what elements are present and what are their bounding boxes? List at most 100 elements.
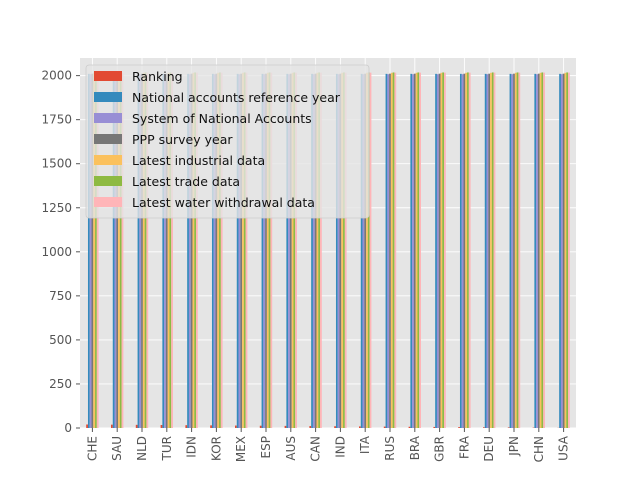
bar-system-of-national-accounts-idn	[188, 74, 191, 428]
bar-latest-industrial-data-fra	[465, 72, 468, 429]
bar-latest-water-withdrawal-data-tur	[171, 72, 173, 428]
bar-latest-industrial-data-gbr	[440, 72, 443, 429]
bar-national-accounts-reference-year-deu	[484, 73, 487, 428]
bar-latest-industrial-data-idn	[192, 72, 195, 429]
bar-ppp-survey-year-jpn	[513, 73, 515, 428]
bar-ranking-rus	[383, 426, 386, 428]
bar-latest-industrial-data-nld	[142, 72, 145, 429]
legend-label-system-of-national-accounts: System of National Accounts	[132, 111, 312, 126]
bar-latest-water-withdrawal-data-ita	[369, 72, 372, 428]
bar-national-accounts-reference-year-kor	[211, 73, 214, 428]
bar-ranking-esp	[259, 425, 262, 428]
legend-swatch-ppp-survey-year	[94, 134, 122, 144]
y-tick-label: 1000	[41, 245, 72, 259]
legend-swatch-system-of-national-accounts	[94, 113, 122, 123]
bar-system-of-national-accounts-esp	[263, 74, 266, 428]
bar-latest-trade-data-aus	[293, 72, 296, 428]
x-tick-label-usa: USA	[557, 435, 571, 461]
bar-ranking-nld	[135, 424, 138, 428]
bar-ppp-survey-year-mex	[240, 73, 243, 428]
legend-swatch-ranking	[94, 71, 122, 81]
bar-ppp-survey-year-tur	[165, 73, 168, 428]
legend-label-ppp-survey-year: PPP survey year	[132, 132, 233, 147]
x-tick-label-idn: IDN	[185, 436, 199, 458]
bar-system-of-national-accounts-nld	[139, 74, 142, 428]
bar-ppp-survey-year-kor	[215, 73, 218, 428]
bar-latest-water-withdrawal-data-chn	[543, 72, 545, 428]
bar-national-accounts-reference-year-usa	[559, 73, 561, 428]
bar-ranking-kor	[210, 425, 212, 428]
y-tick-label: 2000	[41, 69, 72, 83]
bar-ppp-survey-year-sau	[116, 73, 119, 428]
bar-latest-water-withdrawal-data-deu	[493, 72, 496, 428]
bars	[86, 72, 570, 429]
bar-national-accounts-reference-year-nld	[137, 73, 140, 428]
bar-latest-industrial-data-chn	[539, 72, 542, 429]
x-tick-label-sau: SAU	[110, 436, 124, 461]
y-tick-label: 250	[49, 377, 72, 391]
y-tick-label: 750	[49, 289, 72, 303]
bar-national-accounts-reference-year-idn	[187, 73, 189, 428]
y-tick-label: 1500	[41, 157, 72, 171]
bar-national-accounts-reference-year-che	[87, 73, 90, 428]
bar-latest-trade-data-ita	[367, 72, 370, 428]
bar-latest-water-withdrawal-data-kor	[220, 72, 223, 428]
bar-latest-trade-data-ind	[343, 72, 345, 428]
bar-latest-water-withdrawal-data-fra	[468, 72, 471, 428]
bar-latest-industrial-data-rus	[390, 72, 393, 429]
bar-national-accounts-reference-year-tur	[162, 73, 165, 428]
bar-ranking-gbr	[433, 426, 436, 428]
bar-system-of-national-accounts-fra	[461, 74, 464, 428]
x-axis-ticks: CHE SAU NLD TUR IDN KOR MEX ESP AUS CAN IND ITA RUS B…	[85, 428, 571, 462]
x-tick-label-can: CAN	[309, 436, 323, 462]
x-tick-label-gbr: GBR	[433, 436, 447, 462]
bar-system-of-national-accounts-gbr	[436, 74, 439, 428]
bar-latest-trade-data-tur	[169, 72, 172, 428]
bar-latest-water-withdrawal-data-nld	[146, 72, 149, 428]
x-tick-label-mex: MEX	[234, 436, 248, 462]
bar-ranking-che	[86, 424, 88, 428]
y-axis-ticks: 0 250 500 750 1000 1250 1500 1750 2000	[41, 69, 80, 435]
bar-system-of-national-accounts-tur	[164, 74, 166, 428]
bar-system-of-national-accounts-jpn	[511, 74, 514, 428]
bar-latest-trade-data-gbr	[442, 72, 445, 428]
bar-ppp-survey-year-bra	[413, 73, 416, 428]
x-tick-label-chn: CHN	[532, 436, 546, 462]
bar-latest-trade-data-mex	[243, 72, 246, 428]
y-tick-label: 0	[64, 421, 72, 435]
bar-national-accounts-reference-year-aus	[286, 73, 289, 428]
bar-system-of-national-accounts-can	[312, 74, 315, 428]
bar-latest-water-withdrawal-data-esp	[270, 72, 273, 428]
legend-label-national-accounts-reference-year: National accounts reference year	[132, 90, 341, 105]
bar-ppp-survey-year-ind	[339, 73, 342, 428]
y-tick-label: 1250	[41, 201, 72, 215]
bar-ranking-mex	[235, 425, 237, 428]
bar-system-of-national-accounts-kor	[213, 74, 216, 428]
bar-ppp-survey-year-chn	[537, 73, 540, 428]
legend-swatch-national-accounts-reference-year	[94, 92, 122, 102]
y-tick-label: 500	[49, 333, 72, 347]
bar-latest-water-withdrawal-data-usa	[568, 72, 570, 428]
legend-frame	[85, 64, 370, 219]
bar-system-of-national-accounts-bra	[412, 74, 414, 428]
bar-latest-industrial-data-deu	[490, 72, 492, 429]
bar-ranking-aus	[284, 425, 287, 428]
bar-ppp-survey-year-che	[91, 73, 94, 428]
bar-latest-water-withdrawal-data-mex	[245, 72, 248, 428]
bar-ranking-bra	[408, 426, 411, 428]
bar-latest-water-withdrawal-data-sau	[121, 72, 124, 428]
bar-latest-industrial-data-che	[93, 72, 96, 429]
bar-latest-water-withdrawal-data-jpn	[518, 72, 521, 428]
bar-national-accounts-reference-year-rus	[385, 73, 388, 428]
bar-latest-trade-data-rus	[392, 72, 395, 428]
bar-national-accounts-reference-year-fra	[459, 73, 462, 428]
legend: Ranking National accounts reference year S…	[85, 64, 370, 219]
x-tick-label-che: CHE	[85, 436, 99, 461]
bar-latest-industrial-data-can	[316, 72, 319, 429]
bar-latest-industrial-data-bra	[415, 72, 418, 429]
bar-latest-trade-data-usa	[566, 72, 569, 428]
x-tick-label-bra: BRA	[408, 435, 422, 460]
bar-latest-industrial-data-ind	[341, 72, 344, 429]
bar-national-accounts-reference-year-jpn	[509, 73, 512, 428]
